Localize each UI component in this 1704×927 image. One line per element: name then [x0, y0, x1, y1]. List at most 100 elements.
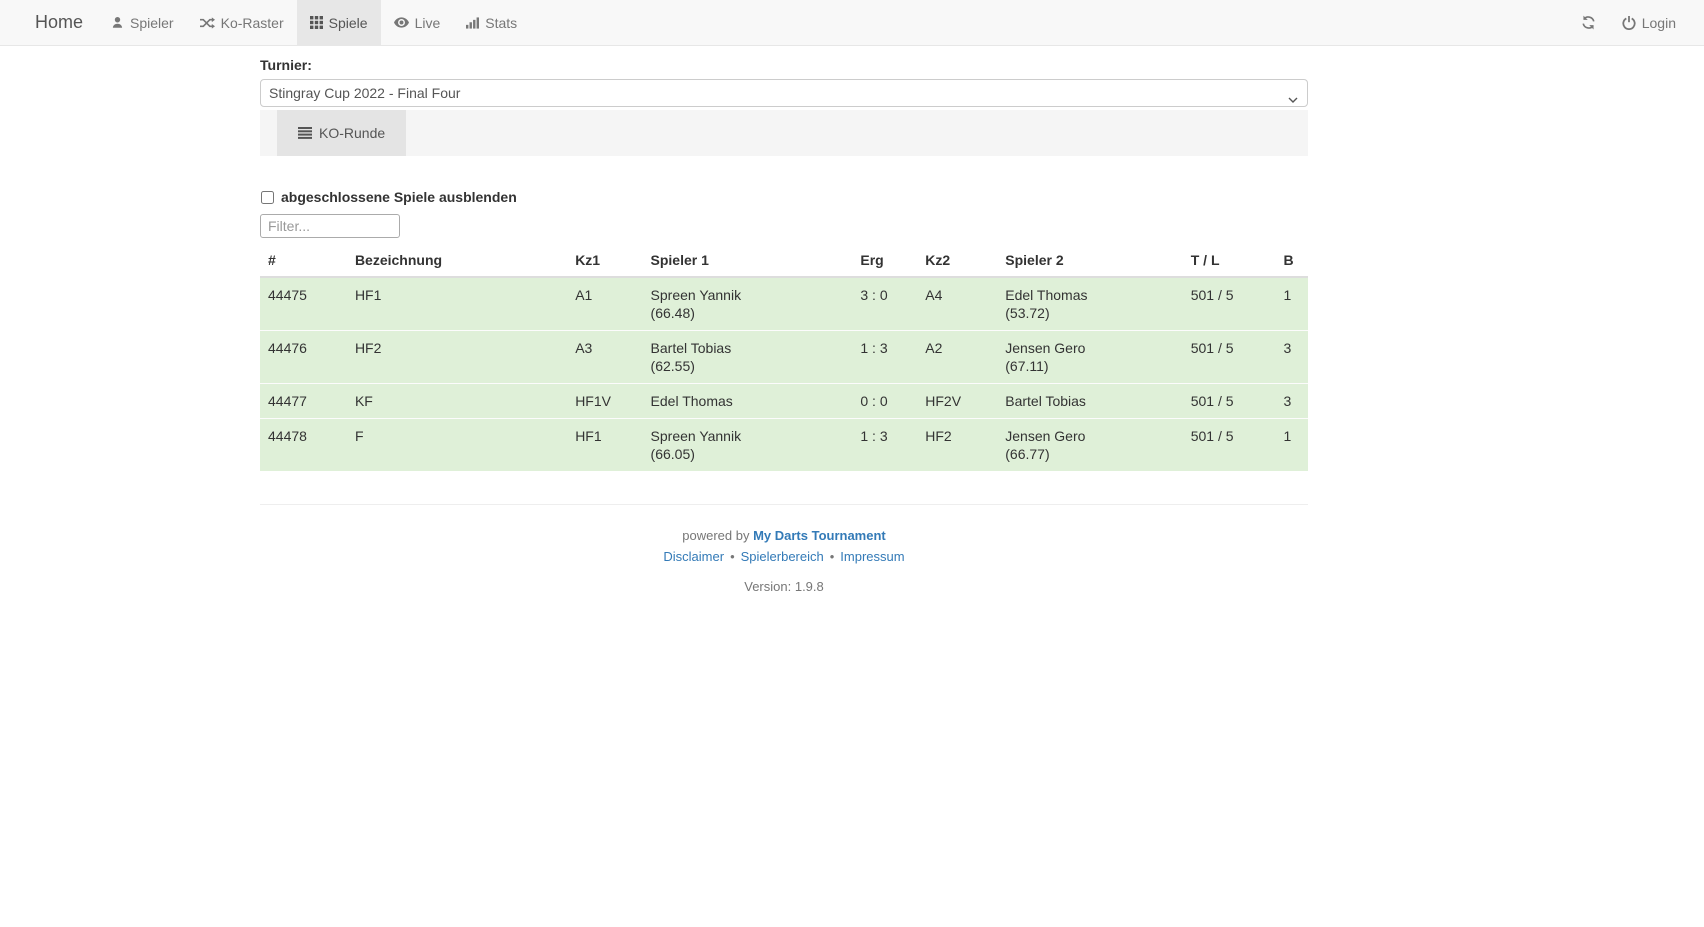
impressum-link[interactable]: Impressum: [840, 549, 905, 564]
powered-by-text: powered by: [682, 528, 750, 543]
tournament-select-wrap: Stingray Cup 2022 - Final Four: [260, 79, 1308, 107]
nav-item-spieler[interactable]: Spieler: [98, 0, 187, 45]
kz2-cell: HF2V: [917, 383, 998, 419]
player1-name: Spreen Yannik: [650, 428, 742, 444]
match-bezeichnung: F: [346, 418, 568, 471]
match-bezeichnung: HF1: [346, 276, 568, 331]
player2-average: (53.72): [1005, 305, 1050, 321]
nav-item-live[interactable]: Live: [381, 0, 454, 45]
spielerbereich-link[interactable]: Spielerbereich: [740, 549, 824, 564]
hide-finished-checkbox[interactable]: [261, 190, 274, 204]
result-cell: 0 : 0: [852, 383, 918, 419]
navbar: Home Spieler Ko-Raster Spiele Live Stats: [0, 0, 1704, 46]
board-cell: 1: [1275, 276, 1308, 331]
nav-item-label: Ko-Raster: [220, 14, 284, 31]
table-row: 44475 HF1 A1 Spreen Yannik (66.48) 3 : 0…: [260, 276, 1308, 331]
tournament-label: Turnier:: [260, 57, 312, 73]
match-number: 44475: [260, 276, 347, 331]
player2-cell: Edel Thomas (53.72): [997, 276, 1183, 331]
player1-cell: Edel Thomas: [642, 383, 853, 419]
footer: powered by My Darts Tournament Disclaime…: [260, 528, 1308, 594]
disclaimer-link[interactable]: Disclaimer: [663, 549, 725, 564]
round-tabbar: KO-Runde: [260, 110, 1308, 156]
match-number: 44478: [260, 418, 347, 471]
nav-item-ko-raster[interactable]: Ko-Raster: [187, 0, 297, 45]
kz1-cell: A3: [567, 330, 643, 384]
col-header-tl: T / L: [1182, 246, 1276, 278]
player2-name: Edel Thomas: [1005, 287, 1088, 303]
board-cell: 3: [1275, 330, 1308, 384]
table-header-row: # Bezeichnung Kz1 Spieler 1 Erg Kz2 Spie…: [260, 246, 1308, 278]
result-cell: 3 : 0: [852, 276, 918, 331]
player2-average: (66.77): [1005, 446, 1050, 462]
player1-name: Edel Thomas: [650, 393, 733, 409]
refresh-button[interactable]: [1568, 0, 1609, 45]
footer-divider: [260, 504, 1308, 505]
nav-item-spiele[interactable]: Spiele: [296, 0, 381, 45]
bar-chart-icon: [466, 16, 480, 29]
tab-label: KO-Runde: [319, 125, 386, 141]
col-header-bezeichnung: Bezeichnung: [346, 246, 568, 278]
table-row: 44478 F HF1 Spreen Yannik (66.05) 1 : 3 …: [260, 418, 1308, 471]
list-icon: [298, 127, 312, 139]
player1-average: (66.48): [650, 305, 695, 321]
target-legs-cell: 501 / 5: [1182, 330, 1276, 384]
link-separator: •: [829, 549, 835, 564]
kz2-cell: HF2: [917, 418, 998, 471]
player1-cell: Spreen Yannik (66.48): [642, 276, 853, 331]
nav-item-label: Live: [414, 14, 441, 31]
home-brand[interactable]: Home: [35, 12, 84, 32]
player2-name: Jensen Gero: [1005, 340, 1086, 356]
col-header-num: #: [260, 246, 347, 278]
match-bezeichnung: HF2: [346, 330, 568, 384]
main-container: Turnier: Stingray Cup 2022 - Final Four …: [260, 57, 1308, 594]
tab-ko-runde[interactable]: KO-Runde: [277, 110, 407, 156]
kz1-cell: HF1V: [567, 383, 643, 419]
result-cell: 1 : 3: [852, 418, 918, 471]
player2-cell: Jensen Gero (66.77): [997, 418, 1183, 471]
player1-cell: Bartel Tobias (62.55): [642, 330, 853, 384]
match-number: 44476: [260, 330, 347, 384]
player1-name: Spreen Yannik: [650, 287, 742, 303]
tournament-select[interactable]: Stingray Cup 2022 - Final Four: [260, 79, 1308, 107]
login-label: Login: [1641, 14, 1676, 31]
target-legs-cell: 501 / 5: [1182, 418, 1276, 471]
player1-average: (62.55): [650, 358, 695, 374]
user-icon: [111, 16, 124, 29]
player2-name: Jensen Gero: [1005, 428, 1086, 444]
grid-icon: [309, 16, 323, 29]
col-header-kz1: Kz1: [567, 246, 643, 278]
nav-item-label: Spieler: [130, 14, 174, 31]
col-header-b: B: [1275, 246, 1308, 278]
table-row: 44477 KF HF1V Edel Thomas 0 : 0 HF2V Bar…: [260, 383, 1308, 419]
player2-cell: Bartel Tobias: [997, 383, 1183, 419]
hide-finished-row: abgeschlossene Spiele ausblenden: [260, 189, 1308, 205]
hide-finished-label: abgeschlossene Spiele ausblenden: [281, 189, 517, 205]
player1-cell: Spreen Yannik (66.05): [642, 418, 853, 471]
player1-name: Bartel Tobias: [650, 340, 732, 356]
target-legs-cell: 501 / 5: [1182, 276, 1276, 331]
eye-icon: [393, 17, 409, 28]
nav-item-label: Spiele: [328, 14, 368, 31]
player2-name: Bartel Tobias: [1005, 393, 1086, 409]
login-button[interactable]: Login: [1609, 0, 1689, 45]
my-darts-tournament-link[interactable]: My Darts Tournament: [753, 528, 886, 543]
nav-item-label: Stats: [485, 14, 518, 31]
kz2-cell: A2: [917, 330, 998, 384]
player2-average: (67.11): [1005, 358, 1049, 374]
shuffle-icon: [199, 16, 215, 29]
col-header-kz2: Kz2: [917, 246, 998, 278]
table-row: 44476 HF2 A3 Bartel Tobias (62.55) 1 : 3…: [260, 330, 1308, 384]
filter-input[interactable]: [260, 214, 400, 238]
match-number: 44477: [260, 383, 347, 419]
match-bezeichnung: KF: [346, 383, 568, 419]
player1-average: (66.05): [650, 446, 695, 462]
link-separator: •: [730, 549, 735, 564]
refresh-icon: [1581, 15, 1596, 30]
board-cell: 3: [1275, 383, 1308, 419]
power-icon: [1622, 15, 1636, 30]
col-header-spieler1: Spieler 1: [642, 246, 853, 278]
nav-item-stats[interactable]: Stats: [453, 0, 530, 45]
target-legs-cell: 501 / 5: [1182, 383, 1276, 419]
board-cell: 1: [1275, 418, 1308, 471]
